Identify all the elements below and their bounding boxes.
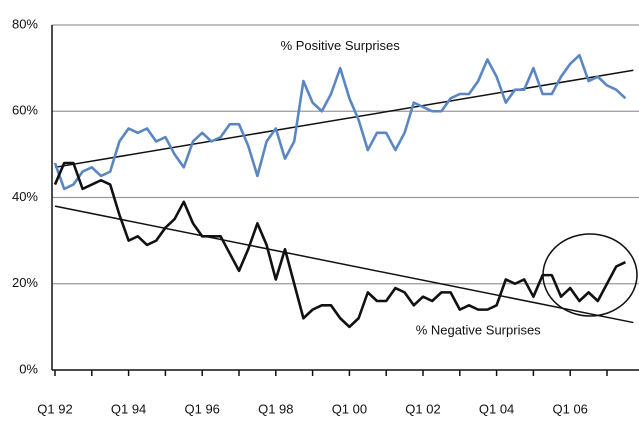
annotation: % Positive Surprises <box>281 38 401 53</box>
x-tick-label: Q1 02 <box>405 401 440 416</box>
x-tick-label: Q1 98 <box>258 401 293 416</box>
y-tick-label: 80% <box>12 16 38 31</box>
series-line <box>53 161 626 329</box>
x-tick-label: Q1 00 <box>332 401 367 416</box>
y-tick-label: 20% <box>12 275 38 290</box>
series-line <box>53 53 627 191</box>
x-tick-label: Q1 04 <box>479 401 514 416</box>
highlight-circle <box>542 233 638 317</box>
annotation: % Negative Surprises <box>416 323 541 338</box>
y-tick-label: 0% <box>19 361 38 376</box>
y-tick-label: 40% <box>12 189 38 204</box>
y-tick-label: 60% <box>12 103 38 118</box>
x-tick-label: Q1 94 <box>111 401 146 416</box>
x-tick-label: Q1 92 <box>37 401 72 416</box>
trend-line <box>54 205 634 324</box>
x-tick-label: Q1 06 <box>552 401 587 416</box>
x-tick-label: Q1 96 <box>184 401 219 416</box>
trend-line <box>54 69 634 169</box>
